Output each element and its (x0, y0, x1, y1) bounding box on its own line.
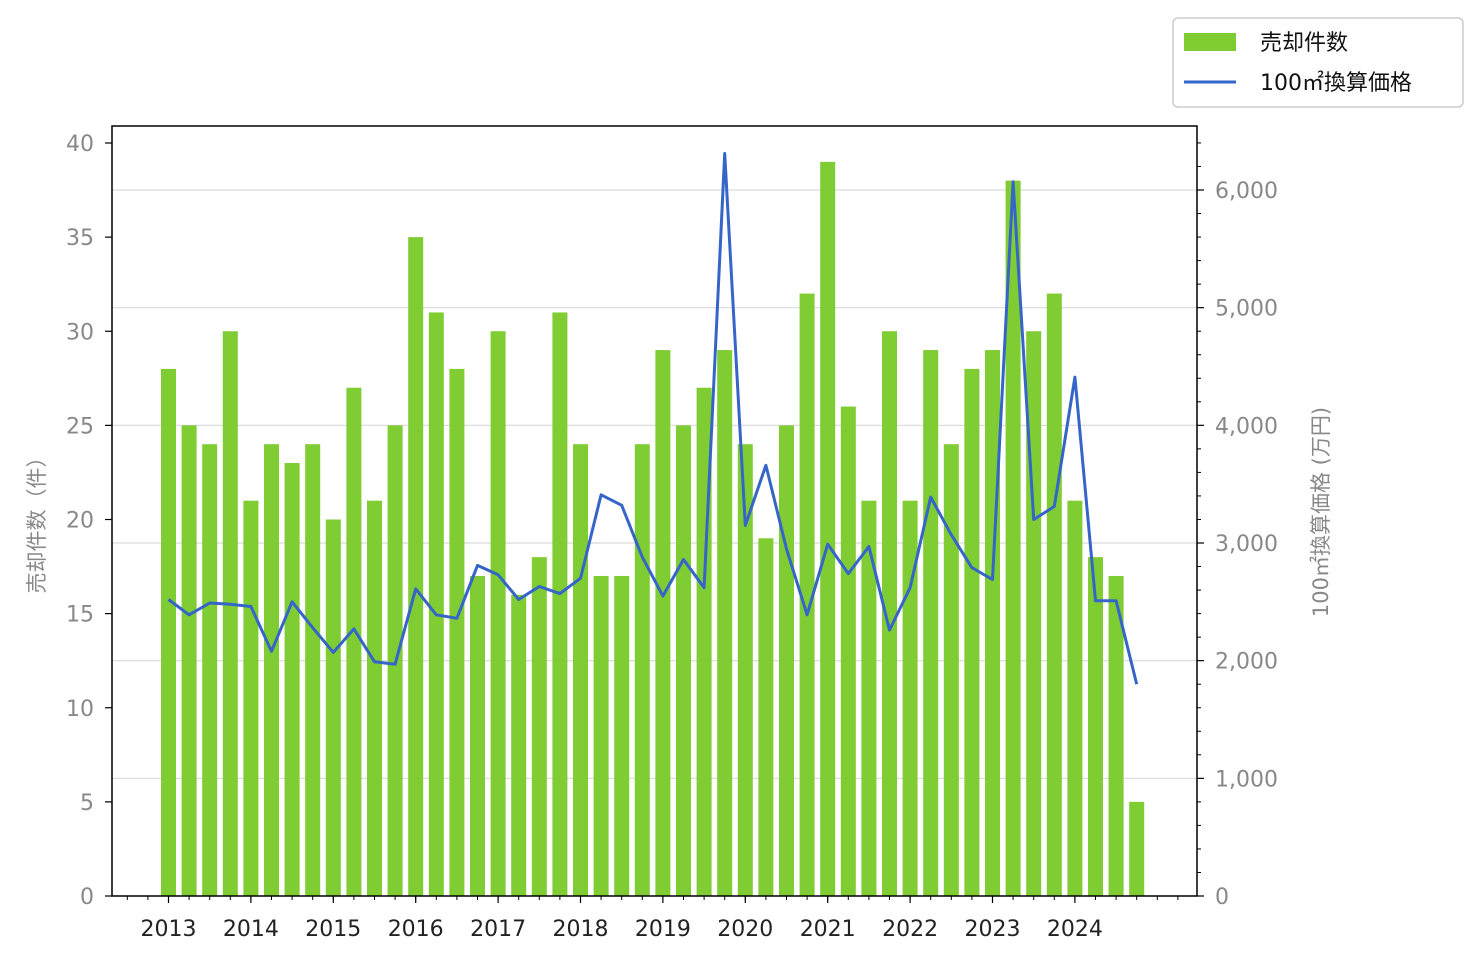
left-tick-label: 40 (66, 132, 94, 157)
bar (202, 444, 218, 896)
left-tick-label: 35 (66, 226, 94, 251)
x-tick-label: 2018 (553, 917, 609, 942)
left-tick-label: 15 (66, 603, 94, 628)
x-tick-label: 2014 (223, 917, 279, 942)
left-tick-label: 5 (80, 791, 94, 816)
bar-series (161, 161, 1145, 897)
bar (1067, 500, 1083, 896)
right-tick-label: 5,000 (1215, 297, 1278, 322)
bar (923, 350, 939, 896)
price-line (167, 152, 1139, 685)
legend-bar-swatch (1184, 33, 1236, 51)
bar (264, 444, 279, 896)
bar (1046, 293, 1062, 897)
bar (449, 368, 465, 896)
bar (717, 350, 733, 896)
x-tick-label: 2019 (635, 917, 691, 942)
bar (367, 500, 382, 896)
left-tick-label: 25 (66, 414, 94, 439)
bar (573, 444, 588, 896)
axis-ticks (105, 142, 1204, 903)
bar (305, 444, 321, 896)
tick-labels: 01,0002,0003,0004,0005,0006,000051015202… (66, 132, 1278, 942)
bar (161, 368, 176, 896)
bar (758, 538, 774, 896)
bar (634, 444, 650, 896)
legend: 売却件数 100㎡換算価格 (1172, 17, 1464, 108)
bar (676, 425, 691, 896)
x-tick-label: 2015 (305, 917, 361, 942)
bar (861, 500, 877, 896)
right-tick-label: 2,000 (1215, 650, 1278, 675)
legend-bar-label: 売却件数 (1260, 31, 1348, 56)
right-tick-label: 6,000 (1215, 179, 1278, 204)
bar (737, 444, 753, 896)
x-tick-label: 2024 (1047, 917, 1103, 942)
bar (799, 293, 815, 897)
bar (181, 425, 197, 896)
bar (470, 575, 485, 896)
bar (1088, 557, 1103, 896)
bar (1129, 801, 1145, 896)
right-tick-label: 0 (1215, 885, 1229, 910)
bar (511, 594, 527, 896)
bar (428, 312, 444, 896)
bar (985, 350, 1000, 896)
bar (614, 575, 630, 896)
bar (820, 161, 836, 896)
x-tick-label: 2021 (800, 917, 856, 942)
bar (552, 312, 568, 896)
bar (346, 387, 362, 896)
x-tick-label: 2022 (882, 917, 938, 942)
bar (964, 368, 980, 896)
bar (408, 237, 424, 896)
bar (531, 557, 547, 896)
legend-box (1172, 17, 1464, 108)
left-axis-title: 売却件数（件） (25, 447, 49, 594)
bar (325, 519, 341, 896)
right-axis-title: 100㎡換算価格 (万円) (1309, 407, 1333, 617)
bar (943, 444, 959, 896)
legend-line-label: 100㎡換算価格 (1260, 70, 1412, 96)
bar (840, 406, 856, 896)
x-tick-label: 2016 (388, 917, 444, 942)
bar (882, 331, 897, 896)
bar (902, 500, 918, 896)
left-tick-label: 0 (80, 885, 94, 910)
right-tick-label: 4,000 (1215, 414, 1278, 439)
bar (1005, 180, 1021, 896)
plot-frame (111, 125, 1198, 897)
left-tick-label: 30 (66, 320, 94, 345)
bar (284, 463, 300, 896)
right-tick-label: 3,000 (1215, 532, 1278, 557)
x-tick-label: 2020 (717, 917, 773, 942)
bar (1108, 575, 1124, 896)
bar (222, 331, 238, 896)
bar (779, 425, 794, 896)
line-series (167, 152, 1139, 685)
left-tick-label: 10 (66, 697, 94, 722)
x-tick-label: 2013 (141, 917, 197, 942)
bar (243, 500, 259, 896)
right-tick-label: 1,000 (1215, 767, 1278, 792)
x-tick-label: 2023 (965, 917, 1021, 942)
bar (490, 331, 506, 896)
left-tick-label: 20 (66, 509, 94, 534)
bar (655, 350, 671, 896)
bar (593, 575, 609, 896)
x-tick-label: 2017 (470, 917, 526, 942)
